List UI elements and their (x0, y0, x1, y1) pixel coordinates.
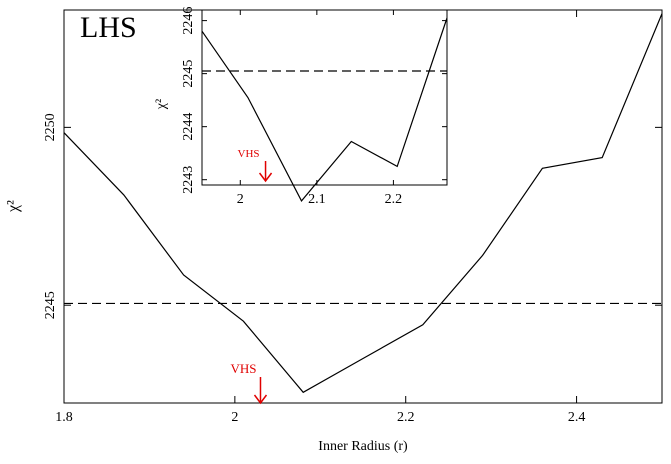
inset-vhs-label: VHS (238, 148, 260, 160)
main-x-axis-label: Inner Radius (r) (318, 439, 408, 454)
inset-xtick-label: 2.2 (385, 192, 403, 207)
inset-ytick-label: 2244 (181, 113, 196, 141)
inset-ytick-label: 2246 (181, 7, 196, 35)
main-xtick-label: 2 (231, 410, 238, 425)
inset-xtick-label: 2 (237, 192, 244, 207)
main-xtick-label: 2.2 (397, 410, 415, 425)
inset-ytick-label: 2245 (181, 60, 196, 88)
inset-xtick-label: 2.1 (308, 192, 326, 207)
main-series-line (63, 13, 663, 394)
inset-plot-frame (201, 9, 448, 186)
main-ytick-label: 2245 (43, 291, 58, 319)
main-vhs-label: VHS (230, 361, 256, 376)
inset-y-axis-label: χ² (154, 99, 169, 110)
main-vhs-arrow-head (253, 394, 268, 405)
inset-series-line (201, 17, 448, 202)
main-xtick-label: 1.8 (55, 410, 73, 425)
inset-vhs-arrow-head (258, 172, 273, 183)
main-xtick-label: 2.4 (568, 410, 586, 425)
main-panel-label: LHS (80, 11, 137, 44)
main-y-axis-label: χ² (5, 200, 22, 213)
inset-ytick-label: 2243 (181, 166, 196, 194)
main-ytick-label: 2250 (43, 113, 58, 141)
